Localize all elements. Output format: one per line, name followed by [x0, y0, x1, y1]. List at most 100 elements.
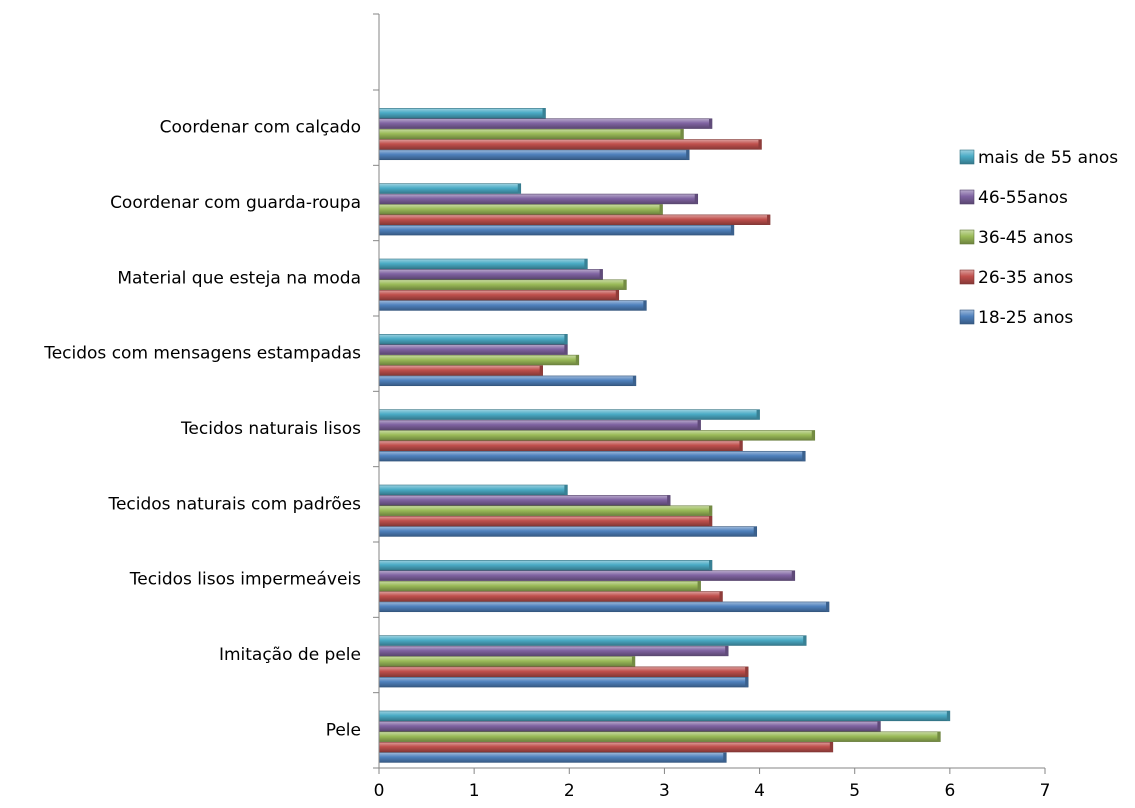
bar: [378, 526, 758, 537]
bar-cap: [723, 752, 727, 763]
bar-cap: [719, 591, 723, 602]
bar: [378, 183, 522, 194]
bar-cap: [758, 139, 762, 150]
bar: [378, 128, 684, 140]
category-label: Pele: [326, 720, 361, 740]
bar-cap: [826, 601, 830, 612]
bar-cap: [803, 635, 807, 646]
bar: [378, 279, 627, 290]
bar: [378, 495, 671, 506]
bar: [378, 108, 546, 119]
category-label: Imitação de pele: [219, 645, 361, 665]
category-label: Tecidos naturais lisos: [180, 419, 361, 439]
bar-cap: [745, 666, 749, 677]
bar-cap: [623, 279, 627, 290]
bar: [378, 409, 760, 420]
legend-swatch: [959, 149, 975, 165]
bar-cap: [631, 656, 635, 667]
bar-cap: [709, 118, 712, 129]
bar: [378, 365, 543, 376]
bar: [378, 334, 568, 345]
legend-label: 18-25 anos: [978, 308, 1073, 328]
category-label: Tecidos lisos impermeáveis: [129, 570, 361, 590]
bar-cap: [730, 225, 734, 236]
bar-cap: [725, 646, 729, 656]
legend-swatch: [959, 309, 975, 325]
bar-cap: [584, 259, 588, 269]
x-tick-label: 3: [659, 781, 670, 801]
x-tick-labels: 0 1 2 3 4 5 6 7: [374, 781, 1051, 801]
bar: [378, 269, 603, 280]
category-label: Tecidos com mensagens estampadas: [43, 344, 361, 364]
x-tick-label: 4: [754, 781, 765, 801]
bar-cap: [564, 344, 568, 355]
bar-cap: [694, 194, 698, 204]
bar-cap: [756, 409, 760, 420]
category-label: Material que esteja na moda: [117, 268, 361, 288]
bar-cap: [946, 711, 950, 721]
bar: [378, 139, 762, 150]
bar: [378, 204, 663, 215]
bar-cap: [564, 485, 568, 495]
x-tick-label: 2: [564, 781, 575, 801]
bar-cap: [659, 204, 663, 215]
bar: [378, 635, 807, 646]
bars-group: [378, 108, 951, 763]
x-axis-ticks: [378, 768, 1046, 774]
category-label: Tecidos naturais com padrões: [107, 494, 361, 514]
bar: [378, 505, 713, 516]
bar: [378, 591, 723, 602]
bar: [378, 752, 727, 763]
legend-swatch: [959, 269, 975, 285]
bar: [378, 419, 701, 431]
bar: [378, 300, 647, 311]
bar: [378, 224, 735, 236]
bar: [378, 450, 806, 462]
bar: [378, 118, 713, 129]
bar-cap: [686, 149, 690, 160]
bar-cap: [564, 334, 568, 345]
bar: [378, 580, 701, 592]
bar: [378, 258, 588, 270]
bar: [378, 214, 771, 225]
x-tick-label: 0: [374, 781, 385, 801]
bar: [378, 721, 881, 732]
bar-cap: [599, 269, 603, 280]
bar: [378, 289, 620, 301]
bar-cap: [802, 451, 806, 462]
category-labels: Pele Imitação de pele Tecidos lisos imperm…: [43, 118, 361, 741]
legend-label: 46-55anos: [978, 188, 1068, 208]
bar-cap: [697, 581, 701, 591]
legend-label: 36-45 anos: [978, 228, 1073, 248]
bar: [378, 375, 637, 387]
legend-label: 26-35 anos: [978, 268, 1073, 288]
x-tick-label: 7: [1040, 781, 1051, 801]
bar: [378, 515, 713, 527]
bar: [378, 741, 834, 753]
bar-cap: [753, 526, 757, 537]
bar-cap: [709, 516, 712, 526]
bar-cap: [791, 570, 795, 581]
bar-cap: [709, 505, 712, 516]
bar: [378, 731, 941, 742]
bar: [378, 570, 796, 581]
category-label: Coordenar com calçado: [160, 118, 361, 138]
y-axis-ticks: [373, 13, 379, 769]
bar: [378, 149, 690, 161]
bar-cap: [739, 440, 743, 451]
legend-swatch: [959, 189, 975, 205]
bar-cap: [767, 214, 771, 225]
bar-cap: [709, 560, 712, 571]
bar: [378, 710, 951, 722]
bar-cap: [697, 420, 701, 430]
bar-cap: [517, 183, 521, 194]
bar: [378, 484, 568, 496]
bar: [378, 601, 830, 613]
bar-cap: [877, 721, 881, 732]
bar-cap: [680, 129, 684, 139]
bar-cap: [811, 430, 815, 441]
bar-cap: [745, 677, 749, 688]
bar: [378, 344, 568, 355]
legend-swatch: [959, 229, 975, 245]
